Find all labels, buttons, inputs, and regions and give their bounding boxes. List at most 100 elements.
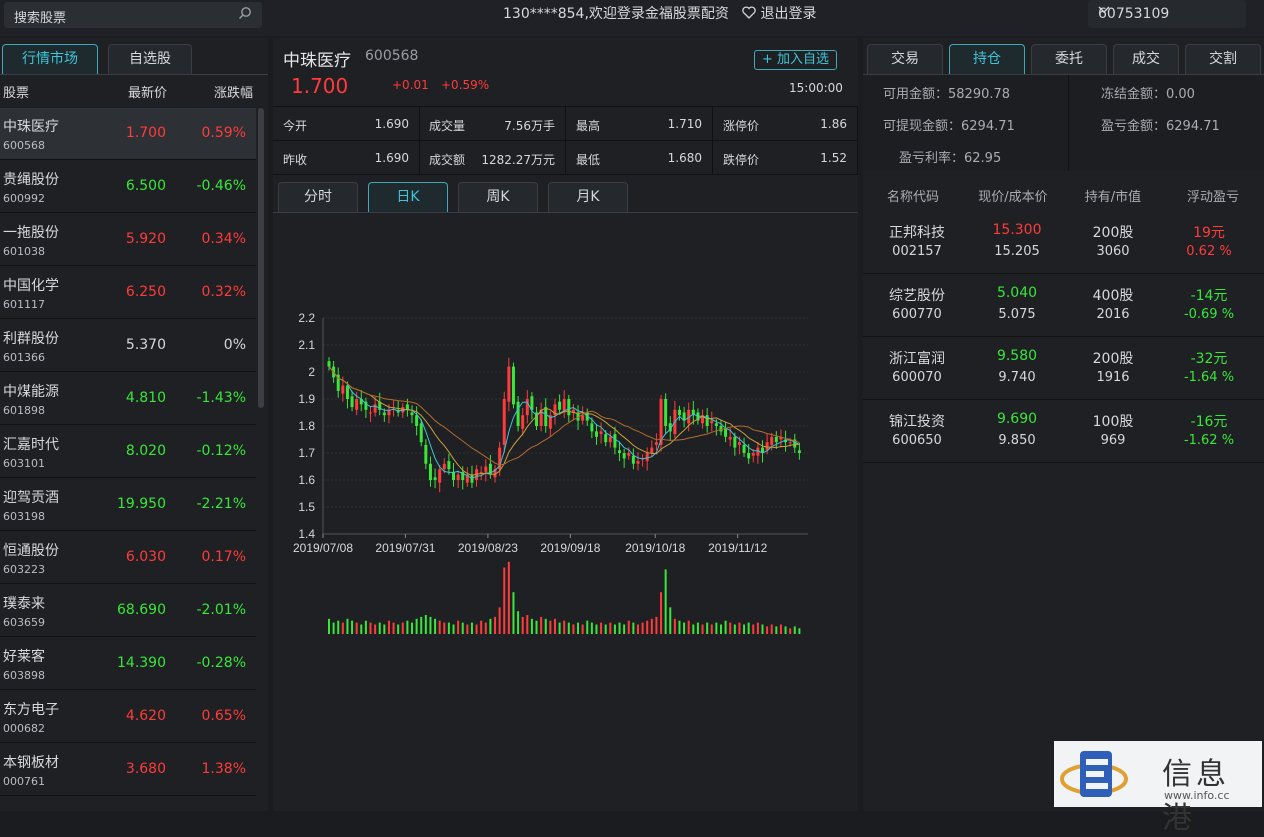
search-icon[interactable] [238, 6, 252, 24]
stat-label: 成交量 [429, 119, 466, 133]
tab-intraday[interactable]: 分时 [278, 182, 358, 212]
candle-body [724, 428, 728, 437]
candle-body [535, 412, 539, 426]
volume-bar [618, 622, 621, 634]
holding-cost: 15.205 [994, 244, 1040, 259]
holding-value: 3060 [1096, 244, 1130, 259]
candle-body [742, 444, 746, 453]
stock-row[interactable]: 一拖股份 601038 5.920 0.34% [0, 214, 256, 266]
tab-daily-k[interactable]: 日K [368, 182, 448, 212]
tab-monthly-k[interactable]: 月K [548, 182, 628, 212]
holding-pl: -16元 [1190, 414, 1228, 430]
holding-code: 002157 [892, 244, 942, 259]
ma10-line [328, 366, 800, 476]
account-summary: 可用金额：58290.78 冻结金额：0.00 可提现金额：6294.71 盈亏… [863, 75, 1264, 171]
holding-code: 600070 [892, 370, 942, 385]
candle-body [608, 436, 612, 443]
volume-bar [374, 624, 377, 634]
tab-positions[interactable]: 持仓 [949, 44, 1025, 74]
candle-body [373, 404, 377, 413]
account-select[interactable]: 60753109 [1088, 0, 1246, 28]
tab-settlement[interactable]: 交割 [1185, 44, 1261, 74]
volume-bar [461, 622, 464, 634]
stock-row[interactable]: 利群股份 601366 5.370 0% [0, 320, 256, 372]
holding-row[interactable]: 锦江投资 600650 9.690 9.850 100股 969 -16元 -1.62 % [863, 401, 1264, 463]
stock-price: 1.700 [125, 125, 166, 141]
candle-body [530, 396, 534, 410]
volume-bar [600, 622, 603, 634]
stock-row[interactable]: 迎驾贡酒 603198 19.950 -2.21% [0, 479, 256, 531]
volume-bar [503, 567, 506, 634]
stat-label: 跌停价 [723, 153, 760, 167]
stock-row[interactable]: 中国化学 601117 6.250 0.32% [0, 267, 256, 319]
volume-bar [553, 618, 556, 634]
tab-deals[interactable]: 成交 [1113, 44, 1179, 74]
stat-cell: 最低 1.680 [566, 141, 713, 175]
search-input[interactable]: 搜索股票 [14, 11, 67, 26]
candle-body [539, 409, 543, 426]
stock-row[interactable]: 中珠医疗 600568 1.700 0.59% [0, 108, 256, 160]
stock-row[interactable]: 恒通股份 603223 6.030 0.17% [0, 532, 256, 584]
current-price: 1.700 [291, 74, 349, 98]
candle-body [682, 412, 686, 421]
stock-change: 1.38% [201, 761, 246, 777]
stat-cell: 成交额 1282.27万元 [419, 141, 566, 175]
holding-row[interactable]: 正邦科技 002157 15.300 15.205 200股 3060 19元 0.62 % [863, 212, 1264, 274]
stock-name: 中珠医疗 [3, 119, 59, 135]
volume-bar [604, 624, 607, 634]
tab-weekly-k[interactable]: 周K [458, 182, 538, 212]
stock-row[interactable]: 璞泰来 603659 68.690 -2.01% [0, 585, 256, 637]
logout-link[interactable]: 退出登录 [742, 3, 816, 23]
volume-bar [784, 626, 787, 634]
volume-bar [641, 622, 644, 634]
holding-row[interactable]: 综艺股份 600770 5.040 5.075 400股 2016 -14元 -0.69 % [863, 275, 1264, 337]
volume-bar [558, 622, 561, 634]
volume-bar [355, 622, 358, 634]
stat-cell: 涨停价 1.86 [713, 107, 858, 141]
tab-watchlist[interactable]: 自选股 [108, 44, 192, 74]
holding-row[interactable]: 浙江富润 600070 9.580 9.740 200股 1916 -32元 -1.64 % [863, 338, 1264, 400]
watermark-url: www.info.cc [1164, 789, 1230, 802]
stock-price: 3.680 [125, 761, 166, 777]
stock-row[interactable]: 中煤能源 601898 4.810 -1.43% [0, 373, 256, 425]
stat-value: 1.52 [820, 151, 847, 165]
volume-bar [364, 620, 367, 634]
stock-row[interactable]: 贵绳股份 600992 6.500 -0.46% [0, 161, 256, 213]
candle-body [590, 423, 594, 432]
volume-bar [581, 624, 584, 634]
candle-body [774, 436, 778, 443]
stat-label: 昨收 [283, 153, 308, 167]
holding-pl-pct: -1.64 % [1183, 370, 1235, 385]
volume-bar [383, 624, 386, 634]
tab-orders[interactable]: 委托 [1031, 44, 1107, 74]
stock-row[interactable]: 好莱客 603898 14.390 -0.28% [0, 638, 256, 690]
stat-value: 1.86 [820, 117, 847, 131]
col-stock: 股票 [3, 86, 30, 101]
candle-body [419, 423, 423, 443]
welcome-text: 130****854,欢迎登录金福股票配资 [503, 6, 729, 22]
candle-body [567, 399, 571, 416]
candle-body [594, 431, 598, 437]
volume-bar [775, 626, 778, 634]
scrollbar[interactable] [258, 108, 264, 408]
stock-price: 5.920 [125, 231, 166, 247]
search-box[interactable]: 搜索股票 [4, 2, 262, 28]
stock-row[interactable]: 汇嘉时代 603101 8.020 -0.12% [0, 426, 256, 478]
volume-bar [756, 622, 759, 634]
tab-market[interactable]: 行情市场 [2, 44, 98, 74]
stock-list-header: 股票 最新价 涨跌幅 [0, 82, 260, 104]
candle-body [784, 439, 788, 443]
stock-price: 6.500 [125, 178, 166, 194]
candle-body [677, 409, 681, 416]
stock-row[interactable]: 本钢板材 000761 3.680 1.38% [0, 744, 256, 796]
candle-body [756, 447, 760, 456]
candle-body [571, 409, 575, 413]
volume-bar [521, 616, 524, 634]
candle-body [502, 399, 506, 445]
stat-label: 成交额 [429, 153, 466, 167]
add-favorite-button[interactable]: + 加入自选 [754, 50, 837, 70]
tab-trade[interactable]: 交易 [867, 44, 943, 74]
stock-row[interactable]: 东方电子 000682 4.620 0.65% [0, 691, 256, 743]
stock-name: 中珠医疗 [283, 51, 351, 71]
